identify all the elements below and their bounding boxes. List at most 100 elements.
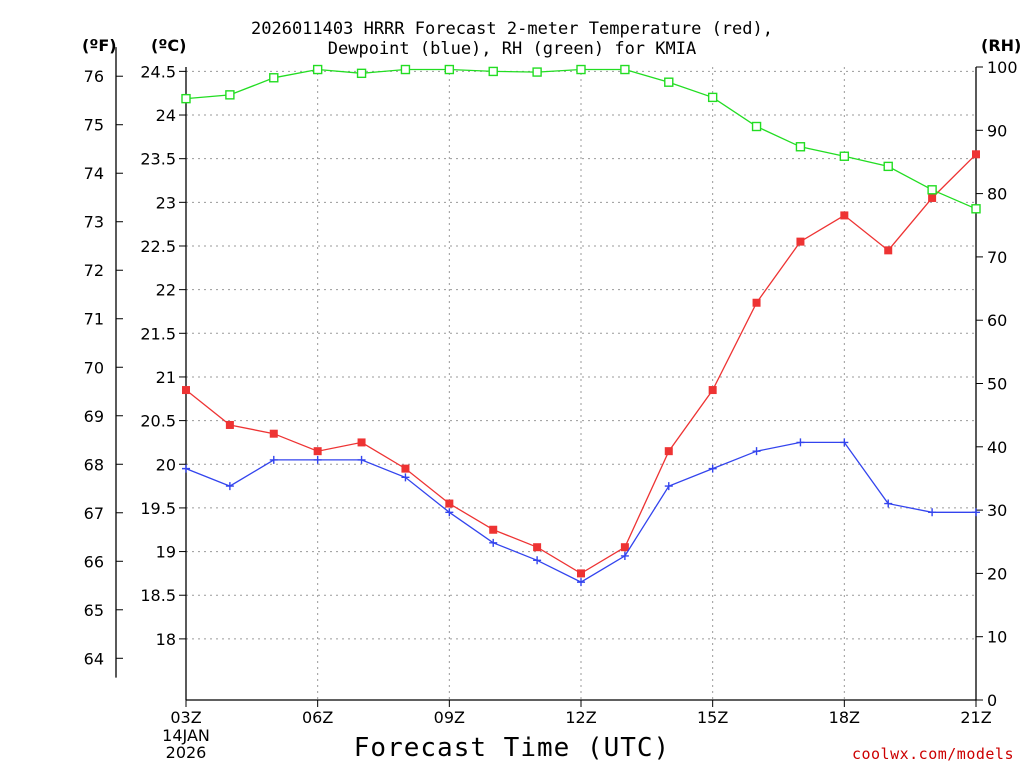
- dewpoint-point: [708, 464, 717, 473]
- fahrenheit-tick-label: 73: [84, 213, 104, 232]
- relative-humidity-point: [664, 77, 674, 87]
- celsius-tick-label: 21.5: [140, 324, 176, 343]
- 2-meter-temperature-point: [357, 438, 366, 447]
- chart-title-line-2: Dewpoint (blue), RH (green) for KMIA: [327, 39, 697, 59]
- 2-meter-temperature-point: [708, 386, 717, 395]
- credit-link[interactable]: coolwx.com/models: [851, 745, 1014, 763]
- dewpoint-point: [752, 447, 761, 456]
- 2-meter-temperature-point: [182, 386, 190, 395]
- 2-meter-temperature-point: [928, 193, 937, 202]
- dewpoint-point: [401, 473, 410, 482]
- relative-humidity-point: [532, 67, 542, 77]
- x-date-label: 2026: [166, 743, 207, 762]
- 2-meter-temperature-point: [577, 569, 585, 578]
- 2-meter-temperature-point: [620, 543, 629, 552]
- relative-humidity-point: [839, 151, 850, 161]
- relative-humidity-point: [795, 142, 806, 152]
- fahrenheit-tick-label: 67: [84, 504, 104, 523]
- relative-humidity-point: [181, 93, 191, 104]
- 2-meter-temperature-point: [664, 447, 673, 456]
- rh-tick-label: 10: [987, 628, 1007, 647]
- rh-tick-label: 20: [987, 564, 1007, 583]
- 2-meter-temperature-point: [840, 211, 849, 220]
- grid-lines: [186, 67, 976, 700]
- 2-meter-temperature-point: [401, 464, 410, 473]
- 2-meter-temperature-point: [225, 420, 234, 429]
- fahrenheit-tick-label: 71: [84, 310, 104, 329]
- rh-tick-label: 90: [987, 121, 1007, 140]
- celsius-tick-label: 19: [156, 543, 176, 562]
- x-tick-label: 21Z: [960, 708, 991, 727]
- celsius-tick-label: 24: [156, 106, 176, 125]
- celsius-tick-label: 22: [156, 281, 176, 300]
- axes: [115, 47, 977, 701]
- dewpoint-point: [225, 482, 234, 491]
- rh-tick-label: 50: [987, 375, 1007, 394]
- relative-humidity-point: [751, 121, 762, 132]
- fahrenheit-tick-label: 70: [84, 358, 104, 377]
- celsius-tick-label: 21: [156, 368, 176, 387]
- relative-humidity-point: [927, 185, 937, 195]
- dewpoint-point: [884, 499, 893, 508]
- relative-humidity-point: [488, 66, 498, 77]
- celsius-tick-label: 20: [156, 455, 176, 474]
- 2-meter-temperature-point: [752, 298, 761, 307]
- 2-meter-temperature-point: [972, 150, 980, 159]
- rh-tick-label: 100: [987, 58, 1018, 77]
- relative-humidity-point: [269, 73, 279, 83]
- dewpoint-point: [357, 455, 366, 464]
- fahrenheit-tick-label: 69: [84, 407, 104, 426]
- celsius-tick-label: 23.5: [140, 150, 176, 169]
- x-tick-label: 03Z: [170, 708, 201, 727]
- rh-tick-label: 30: [987, 501, 1007, 520]
- 2-meter-temperature-point: [313, 447, 322, 456]
- tick-marks: 18 18.5 19 19.5 20 20.5 21 21.5 22 22.5 23 23.5 24 24…: [84, 58, 1018, 762]
- x-axis-label: Forecast Time (UTC): [353, 733, 671, 763]
- relative-humidity-point: [576, 64, 586, 75]
- x-tick-label: 09Z: [434, 708, 465, 727]
- fahrenheit-tick-label: 65: [84, 601, 104, 620]
- celsius-tick-label: 22.5: [140, 237, 176, 256]
- rh-tick-label: 80: [987, 185, 1007, 204]
- 2-meter-temperature-point: [533, 543, 542, 552]
- fahrenheit-tick-label: 64: [84, 649, 104, 668]
- relative-humidity-point: [883, 161, 893, 172]
- chart-title-line-1: 2026011403 HRRR Forecast 2-meter Tempera…: [251, 19, 773, 39]
- x-date-label: 14JAN: [162, 726, 210, 745]
- dewpoint-point: [664, 482, 673, 491]
- fahrenheit-unit-label: (ºF): [82, 36, 117, 55]
- fahrenheit-tick-label: 75: [84, 116, 104, 135]
- fahrenheit-tick-label: 76: [84, 67, 104, 86]
- relative-humidity-point: [444, 64, 455, 75]
- celsius-tick-label: 18: [156, 630, 176, 649]
- dewpoint-point: [269, 455, 278, 464]
- x-tick-label: 06Z: [302, 708, 333, 727]
- dewpoint-point: [489, 538, 498, 547]
- fahrenheit-tick-label: 68: [84, 455, 104, 474]
- relative-humidity-point: [400, 64, 411, 75]
- dewpoint-point: [620, 551, 629, 560]
- dewpoint-point: [577, 578, 585, 587]
- rh-tick-label: 60: [987, 311, 1007, 330]
- celsius-tick-label: 23: [156, 193, 176, 212]
- relative-humidity-point: [707, 92, 718, 103]
- 2-meter-temperature-point: [445, 499, 454, 508]
- dewpoint-point: [840, 438, 849, 447]
- rh-unit-label: (RH): [981, 36, 1022, 55]
- relative-humidity-point: [971, 204, 981, 214]
- relative-humidity-point: [225, 90, 235, 100]
- 2-meter-temperature-point: [269, 429, 278, 438]
- dewpoint-point: [972, 508, 980, 517]
- rh-tick-label: 70: [987, 248, 1007, 267]
- relative-humidity-point: [356, 68, 367, 79]
- fahrenheit-tick-label: 72: [84, 261, 104, 280]
- celsius-tick-label: 19.5: [140, 499, 176, 518]
- x-tick-label: 15Z: [697, 708, 728, 727]
- relative-humidity-point: [312, 64, 323, 75]
- celsius-tick-label: 18.5: [140, 586, 176, 605]
- rh-tick-label: 40: [987, 438, 1007, 457]
- 2-meter-temperature-point: [489, 525, 498, 534]
- 2-meter-temperature-point: [796, 237, 805, 246]
- series-layer: [181, 64, 981, 587]
